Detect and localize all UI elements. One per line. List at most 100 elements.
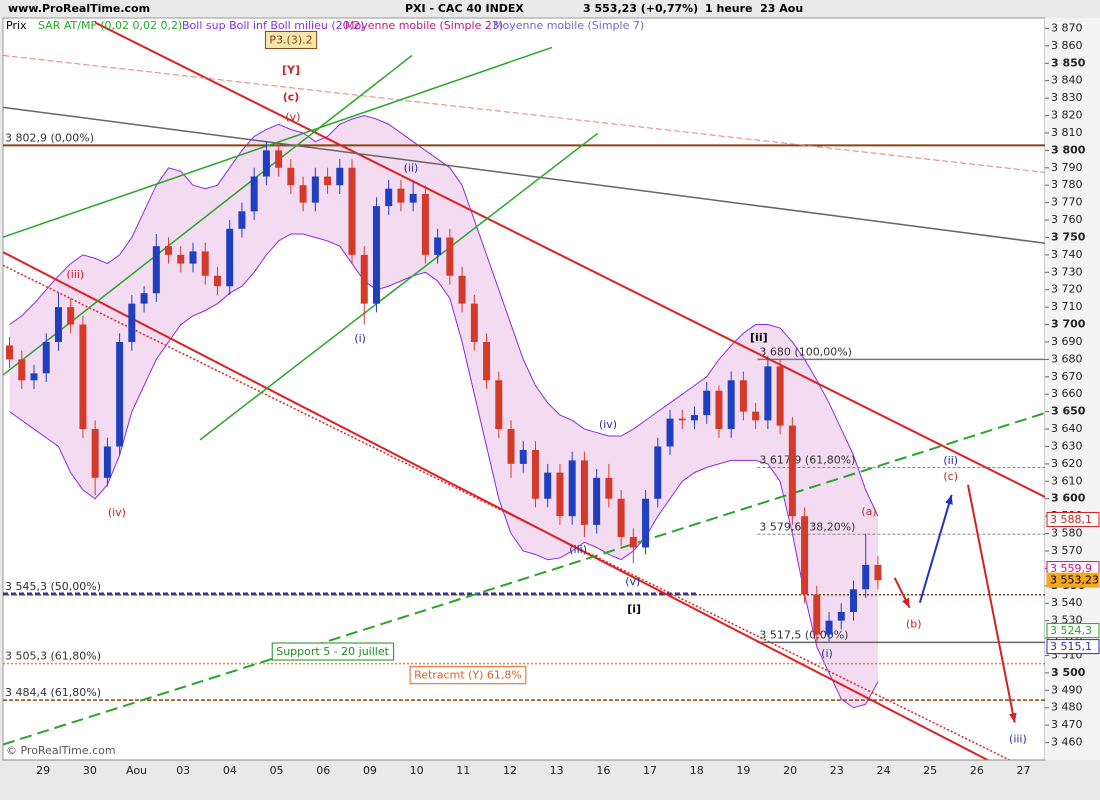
- annotation: (b): [906, 618, 922, 631]
- y-tick-label: 3 650: [1051, 405, 1086, 418]
- legend-entry: Prix: [6, 19, 27, 32]
- annotation: (iii): [66, 268, 84, 281]
- quote: 3 553,23 (+0,77%): [583, 2, 698, 15]
- candle-body: [385, 188, 393, 207]
- candle-body: [189, 251, 197, 264]
- candle-body: [519, 449, 527, 464]
- annotation: (ii): [943, 454, 958, 467]
- legend-entry: SAR AT/MF (0,02 0,02 0,2): [38, 19, 182, 32]
- y-tick-label: 3 760: [1051, 213, 1083, 226]
- x-tick-label: 11: [456, 764, 470, 777]
- arrow-head: [902, 597, 910, 608]
- annotation: (i): [354, 332, 366, 345]
- overlay: P3.(3).2 [Y] (c) (v) (iii) (iv) (i) (ii) (iii) (i…: [66, 30, 1027, 746]
- candle-body: [739, 380, 747, 412]
- candle-body: [776, 366, 784, 426]
- candle-body: [434, 237, 442, 255]
- annotation-box: [409, 666, 527, 685]
- annotation: (i): [821, 647, 833, 660]
- x-tick-label: 30: [83, 764, 97, 777]
- x-tick-label: 09: [363, 764, 377, 777]
- y-tick-label: 3 690: [1051, 335, 1083, 348]
- candle-body: [165, 246, 173, 255]
- y-tick-label: 3 660: [1051, 387, 1083, 400]
- y-tick-label: 3 700: [1051, 318, 1086, 331]
- candle-body: [54, 307, 62, 342]
- candle-body: [458, 275, 466, 304]
- annotation: [ii]: [750, 331, 768, 344]
- annotation: (v): [285, 110, 300, 123]
- trend-line: [199, 132, 599, 441]
- candle-body: [360, 254, 368, 304]
- x-tick-label: 16: [596, 764, 610, 777]
- candle-body: [287, 167, 295, 186]
- band-lower: [9, 233, 879, 709]
- arrow: [966, 484, 1016, 723]
- candle-body: [201, 251, 209, 276]
- candle-body: [801, 516, 809, 595]
- candle-body: [752, 411, 760, 421]
- candle-body: [764, 366, 772, 421]
- y-tick-label: 3 870: [1051, 21, 1083, 34]
- price-tag-label: 3 524,3: [1050, 624, 1092, 637]
- annotation: (a): [861, 505, 876, 518]
- candle-body: [421, 193, 429, 255]
- annotation-box: [264, 30, 318, 49]
- candle-body: [238, 211, 246, 229]
- arrow: [918, 494, 953, 603]
- annotation: (iv): [599, 418, 617, 431]
- candle-body: [813, 594, 821, 635]
- candle-body: [226, 228, 234, 287]
- price-tag-label: 3 553,23: [1050, 574, 1099, 587]
- candle-body: [262, 150, 270, 177]
- period: 1 heure 23 Aou: [705, 2, 803, 15]
- candle-body: [446, 237, 454, 276]
- candle-body: [495, 380, 503, 430]
- candle-body: [152, 246, 160, 294]
- y-tick-label: 3 500: [1051, 666, 1086, 679]
- y-tick-label: 3 780: [1051, 178, 1083, 191]
- level-label: 3 517,5 (0,00%): [759, 628, 848, 641]
- legend-entry: Moyenne mobile (Simple 7): [493, 19, 644, 32]
- candle-body: [727, 380, 735, 430]
- trend-line: [3, 106, 1045, 244]
- candle-body: [6, 345, 14, 360]
- y-tick-label: 3 860: [1051, 39, 1083, 52]
- candle-body: [544, 472, 552, 499]
- x-tick-label: 20: [783, 764, 797, 777]
- x-tick-label: 05: [270, 764, 284, 777]
- x-tick-label: 25: [923, 764, 937, 777]
- candle-body: [103, 446, 111, 478]
- candle-body: [311, 176, 319, 203]
- level-label: 3 802,9 (0,00%): [5, 131, 94, 144]
- arrow-head: [945, 494, 953, 505]
- candle-body: [470, 303, 478, 342]
- x-tick-label: 18: [690, 764, 704, 777]
- candle-body: [30, 373, 38, 381]
- candle-body: [67, 307, 75, 325]
- trend-line: [3, 54, 1045, 173]
- y-tick-label: 3 480: [1051, 701, 1083, 714]
- annotation: Support 5 - 20 juillet: [276, 645, 389, 658]
- y-tick-label: 3 740: [1051, 248, 1083, 261]
- candle-body: [556, 472, 564, 517]
- x-tick-label: 26: [970, 764, 984, 777]
- y-tick-label: 3 680: [1051, 352, 1083, 365]
- y-tick-label: 3 730: [1051, 265, 1083, 278]
- y-tick-label: 3 720: [1051, 283, 1083, 296]
- annotation: (ii): [404, 161, 419, 174]
- y-tick-label: 3 580: [1051, 527, 1083, 540]
- level-label: 3 505,3 (61,80%): [5, 650, 101, 663]
- band-upper: [9, 115, 879, 517]
- candle-body: [299, 185, 307, 203]
- y-tick-label: 3 600: [1051, 492, 1086, 505]
- y-tick-label: 3 570: [1051, 544, 1083, 557]
- candle-body: [678, 418, 686, 421]
- level-label: 3 617,9 (61,80%): [759, 454, 855, 467]
- y-tick-label: 3 820: [1051, 109, 1083, 122]
- x-tick-label: 06: [316, 764, 330, 777]
- y-tick-label: 3 710: [1051, 300, 1083, 313]
- x-tick-label: 10: [410, 764, 424, 777]
- x-tick-label: 13: [550, 764, 564, 777]
